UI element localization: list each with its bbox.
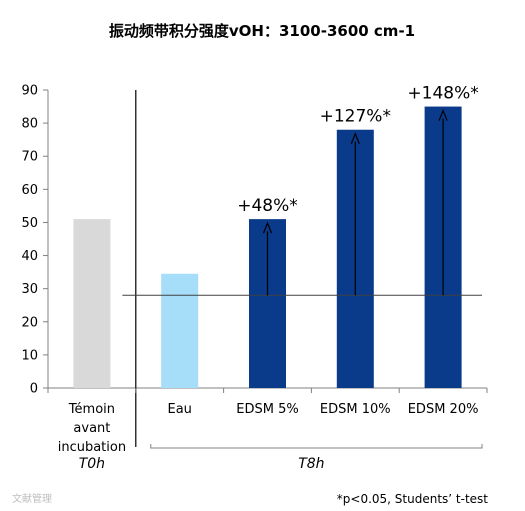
- y-tick-label: 50: [21, 216, 38, 231]
- increase-arrow-head: [350, 132, 360, 144]
- y-tick-label: 10: [21, 348, 38, 363]
- x-category-label: EDSM 20%: [408, 402, 479, 417]
- y-tick-label: 40: [21, 249, 38, 264]
- annotations: +48%* +127%* +148%*: [237, 84, 479, 217]
- group-label: T0h: [79, 456, 105, 472]
- y-tick-label: 80: [21, 117, 38, 132]
- y-tick-label: 30: [21, 282, 38, 297]
- x-category-label: Eau: [167, 402, 191, 417]
- y-tick-label: 90: [21, 84, 38, 99]
- significance-annotation: +127%*: [320, 107, 391, 127]
- group-labels: T0h T8h: [79, 444, 483, 472]
- footnote: *p<0.05, Students’ t-test: [337, 492, 489, 506]
- y-tick-label: 70: [21, 150, 38, 165]
- y-tick-label: 20: [21, 315, 38, 330]
- watermark: 文献管理: [12, 492, 52, 505]
- x-axis-category-labels: Témoin avant incubation Eau EDSM 5% EDSM 10% E…: [58, 402, 479, 455]
- y-tick-label: 60: [21, 183, 38, 198]
- group-bracket: [150, 444, 483, 449]
- x-category-label: EDSM 5%: [236, 402, 298, 417]
- y-tick-label: 0: [30, 382, 38, 397]
- increase-arrows: [262, 108, 448, 296]
- bar: [73, 219, 111, 388]
- y-axis-ticks: 0 10 20 30 40 50 60 70 80 90: [21, 84, 48, 397]
- significance-annotation: +148%*: [407, 84, 478, 104]
- bar: [161, 273, 199, 388]
- x-category-label: EDSM 10%: [320, 402, 391, 417]
- increase-arrow-head: [438, 108, 448, 121]
- group-label: T8h: [298, 456, 324, 472]
- significance-annotation: +48%*: [237, 196, 298, 216]
- increase-arrow-head: [262, 221, 273, 234]
- chart-title: 振动频带积分强度vOH：3100-3600 cm-1: [109, 22, 415, 40]
- x-category-label: Témoin avant incubation: [58, 402, 126, 455]
